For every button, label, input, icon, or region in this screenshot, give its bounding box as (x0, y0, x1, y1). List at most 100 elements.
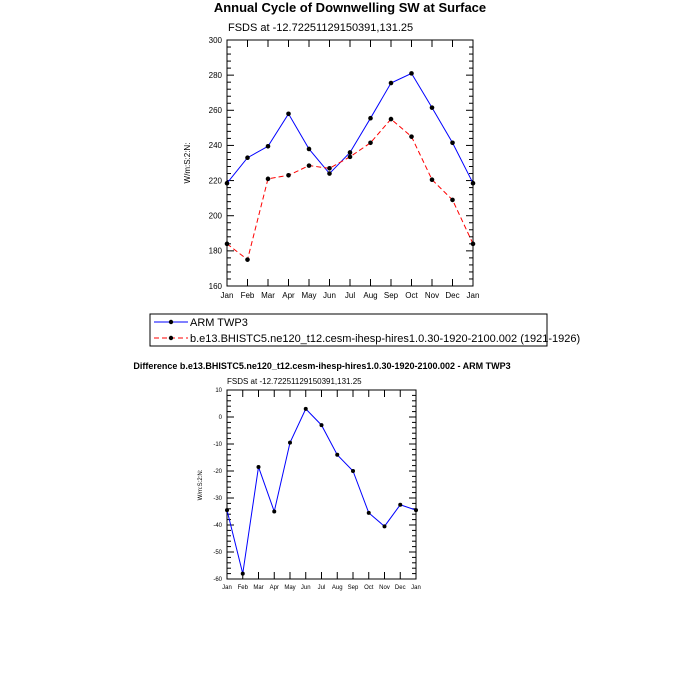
chart2-series (225, 406, 418, 576)
x-tick-label: Sep (348, 585, 359, 591)
chart2-subtitle: FSDS at -12.72251129150391,131.25 (227, 377, 362, 386)
x-tick-label: Feb (238, 585, 249, 591)
x-tick-label: Dec (395, 585, 406, 591)
y-tick-label: -10 (213, 442, 222, 448)
chart2-title: Difference b.e13.BHISTC5.ne120_t12.cesm-… (133, 361, 510, 371)
y-tick-label: 180 (209, 247, 223, 256)
series-line-0 (226, 408, 417, 574)
x-tick-label: Jun (301, 585, 311, 591)
series-0-point (327, 171, 332, 176)
series-1-point (245, 257, 250, 262)
x-tick-label: Apr (282, 291, 295, 300)
x-tick-label: Feb (241, 291, 255, 300)
x-tick-label: Oct (405, 291, 418, 300)
series-1-point (327, 165, 332, 171)
y-tick-label: 0 (219, 415, 223, 421)
series-0-point (265, 144, 271, 149)
series-0-point (335, 452, 340, 457)
x-tick-label: Dec (445, 291, 459, 300)
x-tick-label: Aug (363, 291, 377, 300)
series-1-point (368, 140, 373, 146)
series-line-0 (226, 72, 474, 184)
annual-cycle-chart: Annual Cycle of Downwelling SW at Surfac… (149, 0, 580, 347)
y-tick-label: 200 (209, 212, 223, 221)
series-0-point (240, 571, 245, 576)
x-tick-label: Jul (318, 585, 326, 591)
x-tick-label: Apr (270, 585, 279, 591)
chart1-legend: ARM TWP3 b.e13.BHISTC5.ne120_t12.cesm-ih… (149, 313, 580, 347)
legend-label-model: b.e13.BHISTC5.ne120_t12.cesm-ihesp-hires… (190, 333, 580, 345)
series-0-point (303, 406, 308, 411)
series-0-point (368, 115, 373, 121)
x-tick-label: Jan (222, 585, 232, 591)
series-0-point (225, 508, 229, 513)
x-tick-label: Nov (379, 585, 390, 591)
series-1-point (388, 116, 394, 122)
y-tick-label: -40 (213, 523, 222, 529)
x-tick-label: Nov (425, 291, 439, 300)
y-tick-label: 160 (209, 282, 223, 291)
series-1-point (409, 134, 414, 139)
series-0-point (398, 502, 403, 507)
y-tick-label: -30 (213, 496, 222, 502)
chart2-ylabel: W/m:S:2:N: (198, 469, 204, 500)
x-tick-label: Aug (332, 585, 343, 591)
series-0-point (409, 71, 414, 76)
series-1-point (265, 176, 271, 182)
series-0-point (414, 508, 418, 513)
legend-marker-arm (168, 319, 174, 325)
y-tick-label: 10 (215, 388, 222, 394)
series-0-point (470, 180, 476, 186)
x-tick-label: Mar (253, 585, 263, 591)
series-0-point (286, 111, 291, 117)
y-tick-label: 300 (209, 36, 223, 45)
series-1-point (429, 177, 435, 182)
chart1-plot-frame (226, 39, 474, 287)
series-0-point (272, 509, 277, 514)
legend-box (149, 313, 548, 347)
x-tick-label: Jun (323, 291, 336, 300)
series-1-point (450, 197, 455, 203)
chart1-ylabel: W/m:S:2:N: (183, 143, 192, 184)
series-1-point (224, 241, 230, 247)
y-tick-label: 280 (209, 71, 223, 80)
series-0-point (306, 146, 312, 152)
x-tick-label: Sep (384, 291, 399, 300)
x-tick-label: Jan (411, 585, 421, 591)
series-0-point (288, 440, 292, 445)
difference-chart: Difference b.e13.BHISTC5.ne120_t12.cesm-… (133, 361, 510, 591)
chart1-series (224, 71, 476, 262)
y-tick-label: -60 (213, 577, 222, 583)
series-0-point (450, 140, 455, 146)
x-tick-label: May (301, 291, 316, 300)
series-0-point (245, 155, 250, 161)
chart2-plot-frame (226, 389, 417, 580)
series-0-point (351, 469, 355, 473)
x-tick-label: Oct (364, 585, 374, 591)
x-tick-label: Jan (221, 291, 234, 300)
series-0-point (319, 423, 324, 428)
x-tick-label: Jul (345, 291, 355, 300)
x-tick-label: Mar (261, 291, 275, 300)
series-1-point (470, 241, 476, 247)
y-tick-label: -20 (213, 469, 222, 475)
y-tick-label: -50 (213, 550, 222, 556)
y-tick-label: 220 (209, 176, 223, 185)
chart2-axes: Jan Feb Mar Apr May Jun Jul Aug Sep Oct Nov Dec Jan-… (213, 388, 421, 591)
series-0-point (388, 80, 394, 86)
x-tick-label: May (284, 585, 295, 591)
series-1-point (306, 163, 312, 168)
series-0-point (347, 150, 353, 155)
series-1-point (286, 173, 291, 178)
y-tick-label: 260 (209, 106, 223, 115)
legend-label-arm: ARM TWP3 (190, 317, 248, 329)
series-0-point (366, 510, 371, 515)
chart1-title: Annual Cycle of Downwelling SW at Surfac… (214, 0, 486, 15)
x-tick-label: Jan (467, 291, 480, 300)
y-tick-label: 240 (209, 141, 223, 150)
series-1-point (347, 154, 353, 160)
chart1-axes: Jan Feb Mar Apr May Jun Jul Aug Sep Oct Nov Dec Jan1… (209, 36, 480, 300)
series-0-point (224, 180, 230, 186)
series-0-point (256, 464, 261, 469)
